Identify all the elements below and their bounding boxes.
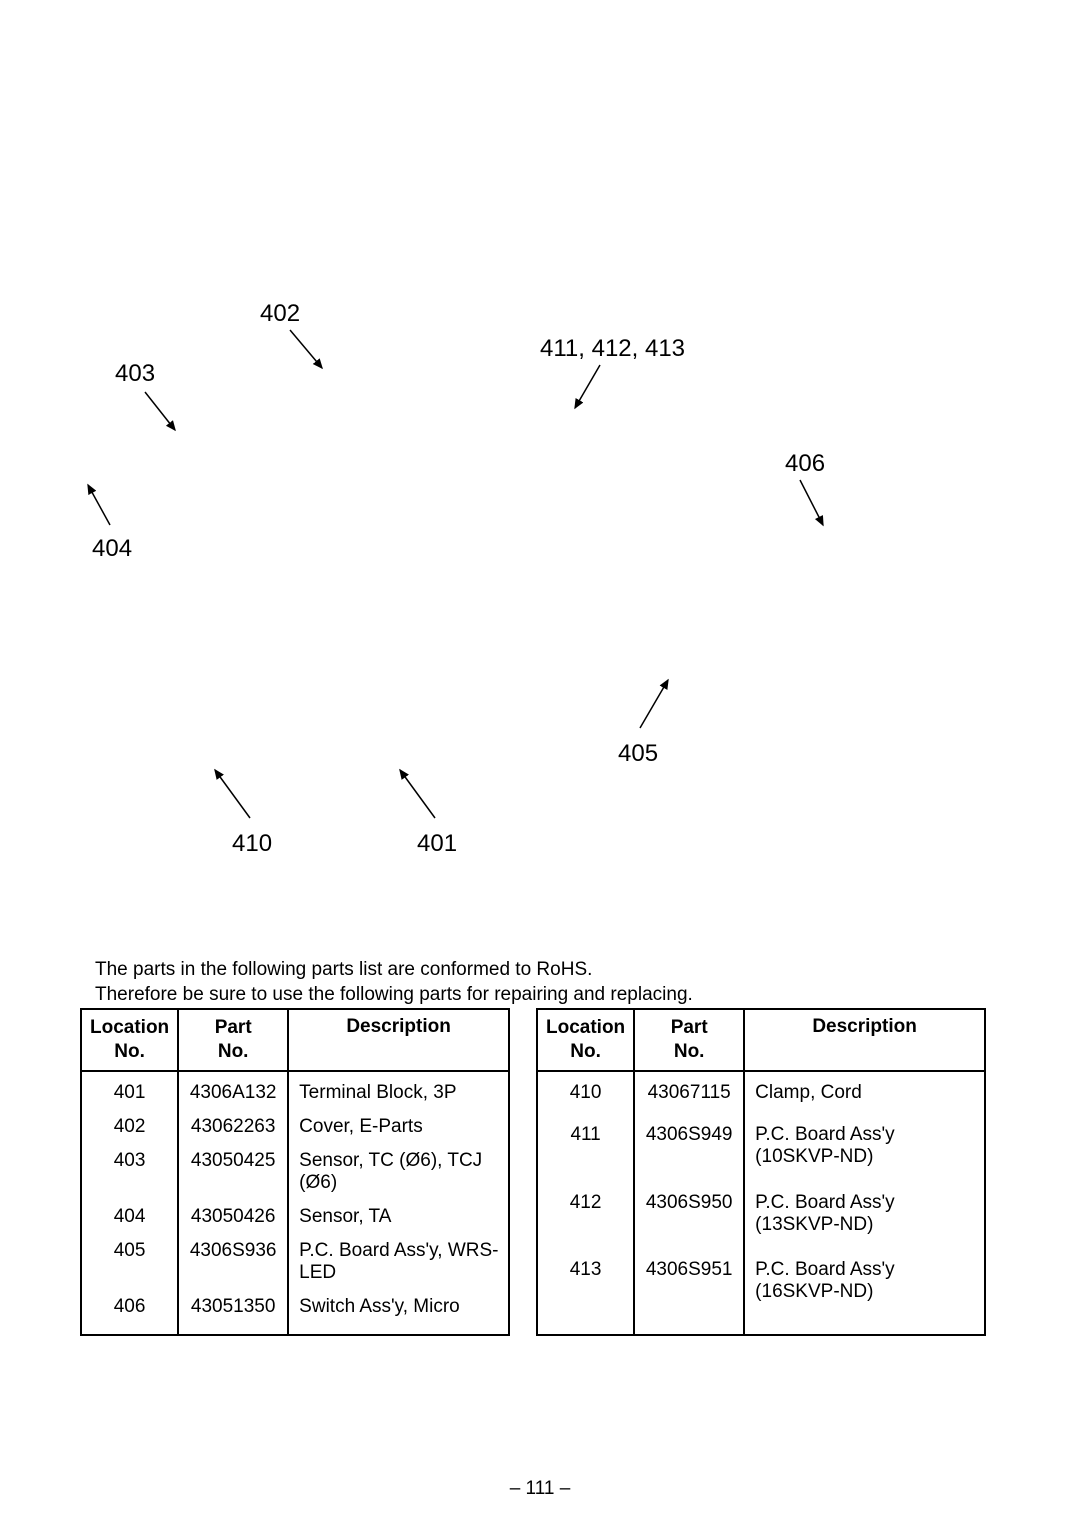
cell-description: P.C. Board Ass'y, WRS-LED	[288, 1234, 509, 1290]
diagram-arrows	[0, 0, 1080, 900]
table-row: 40643051350Switch Ass'y, Micro	[81, 1290, 509, 1335]
th-description: Description	[744, 1009, 985, 1071]
callout-c410: 410	[232, 830, 272, 858]
cell-description: Sensor, TC (Ø6), TCJ (Ø6)	[288, 1144, 509, 1200]
table-row: 4014306A132Terminal Block, 3P	[81, 1071, 509, 1110]
cell-part: 4306S949	[634, 1118, 744, 1186]
cell-description: P.C. Board Ass'y(10SKVP-ND)	[744, 1118, 985, 1186]
cell-location: 402	[81, 1110, 178, 1144]
cell-location: 410	[537, 1071, 634, 1118]
note-line-2: Therefore be sure to use the following p…	[95, 983, 693, 1008]
page-number: – 111 –	[0, 1478, 1080, 1500]
cell-description: P.C. Board Ass'y(13SKVP-ND)	[744, 1186, 985, 1254]
parts-tables: LocationNo. PartNo. Description 4014306A…	[80, 1008, 986, 1336]
cell-part: 43067115	[634, 1071, 744, 1118]
cell-description: P.C. Board Ass'y(16SKVP-ND)	[744, 1253, 985, 1334]
cell-location: 411	[537, 1118, 634, 1186]
cell-location: 405	[81, 1234, 178, 1290]
table-row: 4134306S951P.C. Board Ass'y(16SKVP-ND)	[537, 1253, 985, 1334]
cell-part: 43051350	[178, 1290, 288, 1335]
callout-c405: 405	[618, 740, 658, 768]
cell-location: 406	[81, 1290, 178, 1335]
cell-description: Cover, E-Parts	[288, 1110, 509, 1144]
parts-table-left: LocationNo. PartNo. Description 4014306A…	[80, 1008, 510, 1336]
th-description: Description	[288, 1009, 509, 1071]
cell-location: 403	[81, 1144, 178, 1200]
cell-description: Clamp, Cord	[744, 1071, 985, 1118]
cell-part: 4306A132	[178, 1071, 288, 1110]
callout-c411: 411, 412, 413	[540, 335, 685, 363]
cell-part: 4306S936	[178, 1234, 288, 1290]
cell-description: Sensor, TA	[288, 1200, 509, 1234]
callout-c401: 401	[417, 830, 457, 858]
cell-location: 413	[537, 1253, 634, 1334]
cell-description: Terminal Block, 3P	[288, 1071, 509, 1110]
cell-description: Switch Ass'y, Micro	[288, 1290, 509, 1335]
table-row: 40443050426Sensor, TA	[81, 1200, 509, 1234]
cell-part: 4306S950	[634, 1186, 744, 1254]
note-line-1: The parts in the following parts list ar…	[95, 958, 693, 983]
callout-c403: 403	[115, 360, 155, 388]
callout-c406: 406	[785, 450, 825, 478]
cell-part: 43050425	[178, 1144, 288, 1200]
table-row: 41043067115Clamp, Cord	[537, 1071, 985, 1118]
table-row: 40343050425Sensor, TC (Ø6), TCJ (Ø6)	[81, 1144, 509, 1200]
cell-location: 412	[537, 1186, 634, 1254]
table-row: 4054306S936P.C. Board Ass'y, WRS-LED	[81, 1234, 509, 1290]
th-part: PartNo.	[178, 1009, 288, 1071]
callout-c402: 402	[260, 300, 300, 328]
th-location: LocationNo.	[81, 1009, 178, 1071]
parts-table-right: LocationNo. PartNo. Description 41043067…	[536, 1008, 986, 1336]
cell-part: 43050426	[178, 1200, 288, 1234]
cell-location: 404	[81, 1200, 178, 1234]
cell-part: 4306S951	[634, 1253, 744, 1334]
callout-c404: 404	[92, 535, 132, 563]
table-row: 4114306S949P.C. Board Ass'y(10SKVP-ND)	[537, 1118, 985, 1186]
th-location: LocationNo.	[537, 1009, 634, 1071]
cell-part: 43062263	[178, 1110, 288, 1144]
table-row: 40243062263Cover, E-Parts	[81, 1110, 509, 1144]
table-row: 4124306S950P.C. Board Ass'y(13SKVP-ND)	[537, 1186, 985, 1254]
th-part: PartNo.	[634, 1009, 744, 1071]
cell-location: 401	[81, 1071, 178, 1110]
rohs-note: The parts in the following parts list ar…	[95, 958, 693, 1007]
